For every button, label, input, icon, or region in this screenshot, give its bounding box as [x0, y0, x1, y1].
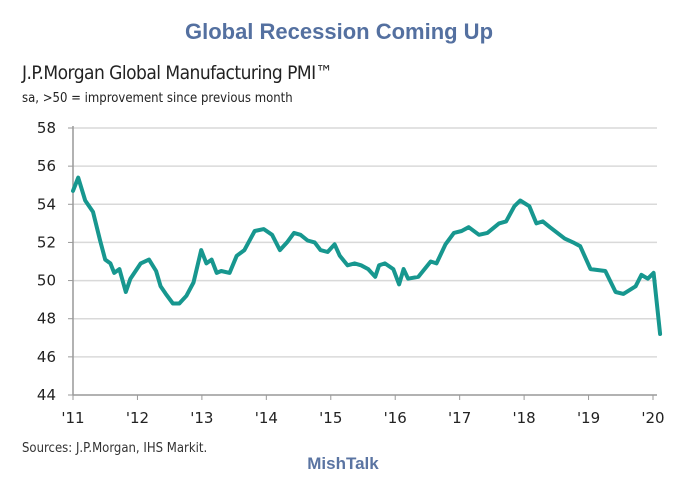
x-tick-label: '14 [255, 409, 278, 427]
chart-subtitle: sa, >50 = improvement since previous mon… [22, 91, 293, 106]
pmi-series-line [71, 175, 663, 336]
x-tick-label: '17 [448, 409, 471, 427]
x-tick-label: '18 [513, 409, 536, 427]
x-tick-label: '20 [641, 409, 664, 427]
chart-title: J.P.Morgan Global Manufacturing PMI™ [22, 62, 333, 84]
x-tick-label: '11 [61, 409, 84, 427]
x-tick-label: '19 [577, 409, 600, 427]
page-title: Global Recession Coming Up [184, 19, 494, 44]
y-tick-label: 54 [37, 195, 56, 213]
x-tick-label: '15 [319, 409, 342, 427]
y-tick-label: 58 [37, 119, 56, 137]
y-tick-label: 48 [37, 310, 56, 328]
source-note: Sources: J.P.Morgan, IHS Markit. [22, 441, 208, 456]
y-tick-label: 56 [37, 157, 56, 175]
x-tick-label: '13 [190, 409, 213, 427]
x-tick-label: '16 [384, 409, 407, 427]
x-tick-label: '12 [126, 409, 149, 427]
brand-watermark: MishTalk [307, 454, 379, 473]
y-tick-label: 50 [37, 272, 56, 290]
y-tick-label: 44 [37, 386, 56, 404]
y-tick-label: 46 [37, 348, 56, 366]
y-tick-label: 52 [37, 233, 56, 251]
